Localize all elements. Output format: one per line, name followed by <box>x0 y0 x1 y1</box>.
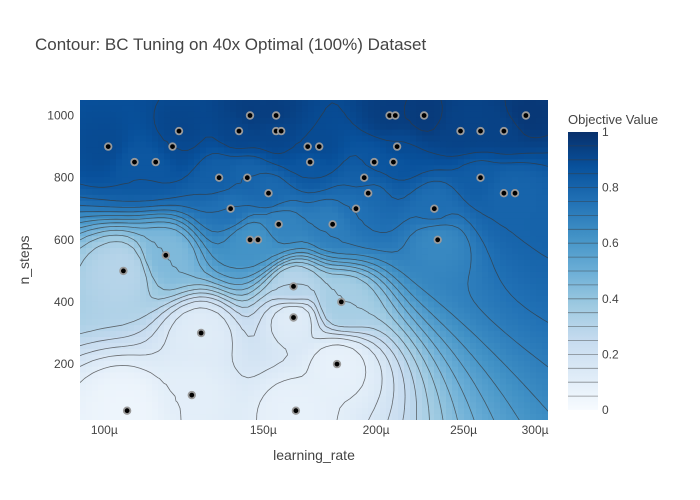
y-axis-title: n_steps <box>16 235 32 284</box>
contour-line <box>80 296 406 420</box>
trial-point[interactable] <box>245 235 255 244</box>
trial-point[interactable] <box>151 157 160 167</box>
trial-point[interactable] <box>499 188 509 198</box>
colorbar-tick-label: 1 <box>602 125 609 139</box>
x-tick-label: 300µ <box>522 423 549 437</box>
trial-point[interactable] <box>122 406 132 415</box>
trial-point[interactable] <box>510 188 520 198</box>
trial-point[interactable] <box>274 220 283 229</box>
trial-point[interactable] <box>360 173 369 182</box>
trial-point[interactable] <box>370 157 379 167</box>
colorbar-tick-label: 0.8 <box>602 181 619 195</box>
trial-point[interactable] <box>243 173 252 182</box>
colorbar-ticks: 0 0.2 0.4 0.6 0.8 1 <box>602 125 619 417</box>
trial-point[interactable] <box>351 204 361 213</box>
colorbar-title: Objective Value <box>568 112 658 127</box>
contour-line <box>80 198 548 323</box>
chart-title: Contour: BC Tuning on 40x Optimal (100%)… <box>35 35 426 54</box>
trial-point[interactable] <box>419 111 429 120</box>
trial-point[interactable] <box>271 111 281 120</box>
contour-line <box>404 100 548 139</box>
trial-point[interactable] <box>476 173 485 182</box>
trial-point[interactable] <box>130 157 139 167</box>
contour-lines <box>80 100 548 420</box>
trial-point[interactable] <box>174 126 184 136</box>
trial-point[interactable] <box>499 126 509 136</box>
x-axis-ticks: 100µ 150µ 200µ 250µ 300µ <box>91 423 549 437</box>
trial-point[interactable] <box>161 251 170 260</box>
contour-fill <box>80 100 548 420</box>
trial-point[interactable] <box>392 142 402 151</box>
trial-point[interactable] <box>391 111 400 120</box>
y-tick-label: 1000 <box>47 109 74 123</box>
trial-point[interactable] <box>456 126 465 136</box>
trial-point[interactable] <box>389 157 398 167</box>
x-tick-label: 100µ <box>91 423 118 437</box>
trial-point[interactable] <box>214 173 224 182</box>
trial-point[interactable] <box>430 204 439 213</box>
contour-line <box>80 283 417 420</box>
x-tick-label: 200µ <box>363 423 390 437</box>
y-tick-label: 400 <box>54 295 74 309</box>
colorbar-level-lines <box>568 145 598 397</box>
trial-point[interactable] <box>253 235 263 244</box>
y-tick-label: 200 <box>54 357 74 371</box>
trial-point[interactable] <box>337 297 346 307</box>
trial-point[interactable] <box>332 359 342 369</box>
trial-point[interactable] <box>291 406 301 415</box>
trial-point[interactable] <box>328 220 337 229</box>
trial-point[interactable] <box>364 188 373 198</box>
trial-point[interactable] <box>245 111 255 120</box>
y-tick-label: 800 <box>54 171 74 185</box>
x-axis-title: learning_rate <box>273 447 355 463</box>
contour-line <box>80 229 458 420</box>
contour-line <box>80 153 548 188</box>
trial-point[interactable] <box>289 313 298 322</box>
trial-point[interactable] <box>305 157 315 167</box>
trial-point[interactable] <box>234 126 244 136</box>
colorbar-tick-label: 0 <box>602 403 609 417</box>
trial-point[interactable] <box>303 142 312 151</box>
plot-area[interactable] <box>80 100 549 421</box>
contour-line <box>80 221 495 420</box>
x-tick-label: 250µ <box>450 423 477 437</box>
trial-point[interactable] <box>168 142 177 151</box>
contour-line <box>80 226 475 420</box>
trial-point[interactable] <box>226 204 235 213</box>
trial-point[interactable] <box>476 126 485 136</box>
contour-line <box>80 217 520 420</box>
trial-point[interactable] <box>289 282 298 291</box>
trial-point[interactable] <box>277 126 286 136</box>
trial-point[interactable] <box>187 390 196 400</box>
trial-point[interactable] <box>119 266 128 276</box>
contour-line <box>80 344 367 420</box>
contour-line <box>80 300 395 420</box>
x-tick-label: 150µ <box>250 423 277 437</box>
colorbar-tick-label: 0.2 <box>602 347 619 361</box>
trial-markers <box>103 111 531 415</box>
contour-line <box>80 209 548 368</box>
colorbar-tick-label: 0.6 <box>602 236 619 250</box>
trial-point[interactable] <box>433 235 442 244</box>
colorbar: Objective Value 0 0.2 0.4 0.6 0.8 1 <box>568 112 658 417</box>
trial-point[interactable] <box>196 328 206 338</box>
contour-line <box>80 213 548 412</box>
y-axis-ticks: 200 400 600 800 1000 <box>47 109 74 372</box>
trial-point[interactable] <box>264 188 273 198</box>
contour-line <box>80 306 383 420</box>
contour-line <box>80 234 444 420</box>
y-tick-label: 600 <box>54 233 74 247</box>
trial-point[interactable] <box>521 111 531 120</box>
trial-point[interactable] <box>315 142 324 151</box>
contour-line <box>80 241 430 420</box>
colorbar-tick-label: 0.4 <box>602 292 619 306</box>
trial-point[interactable] <box>103 142 113 151</box>
